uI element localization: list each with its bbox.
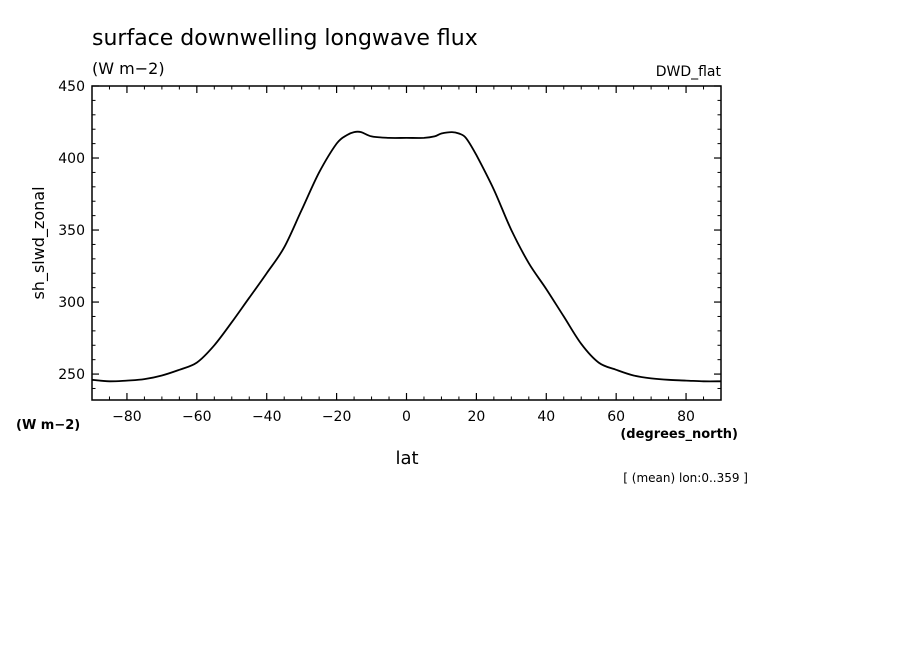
x-axis-ticks: −80 −60 −40 −20 0 20 40 60 80 — [91, 86, 722, 425]
y-tick-label: 350 — [58, 223, 85, 239]
y-tick-label: 400 — [58, 151, 85, 167]
x-axis-units: (degrees_north) — [620, 427, 738, 442]
x-tick-label: 40 — [537, 409, 555, 425]
y-axis-label: sh_slwd_zonal — [29, 186, 49, 299]
x-tick-label: −80 — [112, 409, 142, 425]
chart-subtitle: (W m−2) — [92, 59, 165, 78]
series-layer — [91, 130, 722, 383]
y-tick-label: 250 — [58, 367, 85, 383]
x-tick-label: 80 — [677, 409, 695, 425]
x-axis-label: lat — [395, 448, 418, 469]
x-tick-label: −20 — [322, 409, 352, 425]
chart-title: surface downwelling longwave flux — [92, 26, 478, 51]
series-line-0 — [91, 130, 722, 383]
x-tick-label: 60 — [607, 409, 625, 425]
y-axis-units: (W m−2) — [16, 418, 80, 433]
footnote: [ (mean) lon:0..359 ] — [623, 471, 748, 485]
x-tick-label: 0 — [402, 409, 411, 425]
y-tick-label: 300 — [58, 295, 85, 311]
model-label: DWD_flat — [656, 64, 722, 80]
x-tick-label: −40 — [252, 409, 282, 425]
plot-frame — [91, 85, 722, 401]
y-axis-ticks: 250 300 350 400 450 — [58, 79, 721, 389]
x-tick-label: −60 — [182, 409, 212, 425]
x-tick-label: 20 — [467, 409, 485, 425]
y-tick-label: 450 — [58, 79, 85, 95]
